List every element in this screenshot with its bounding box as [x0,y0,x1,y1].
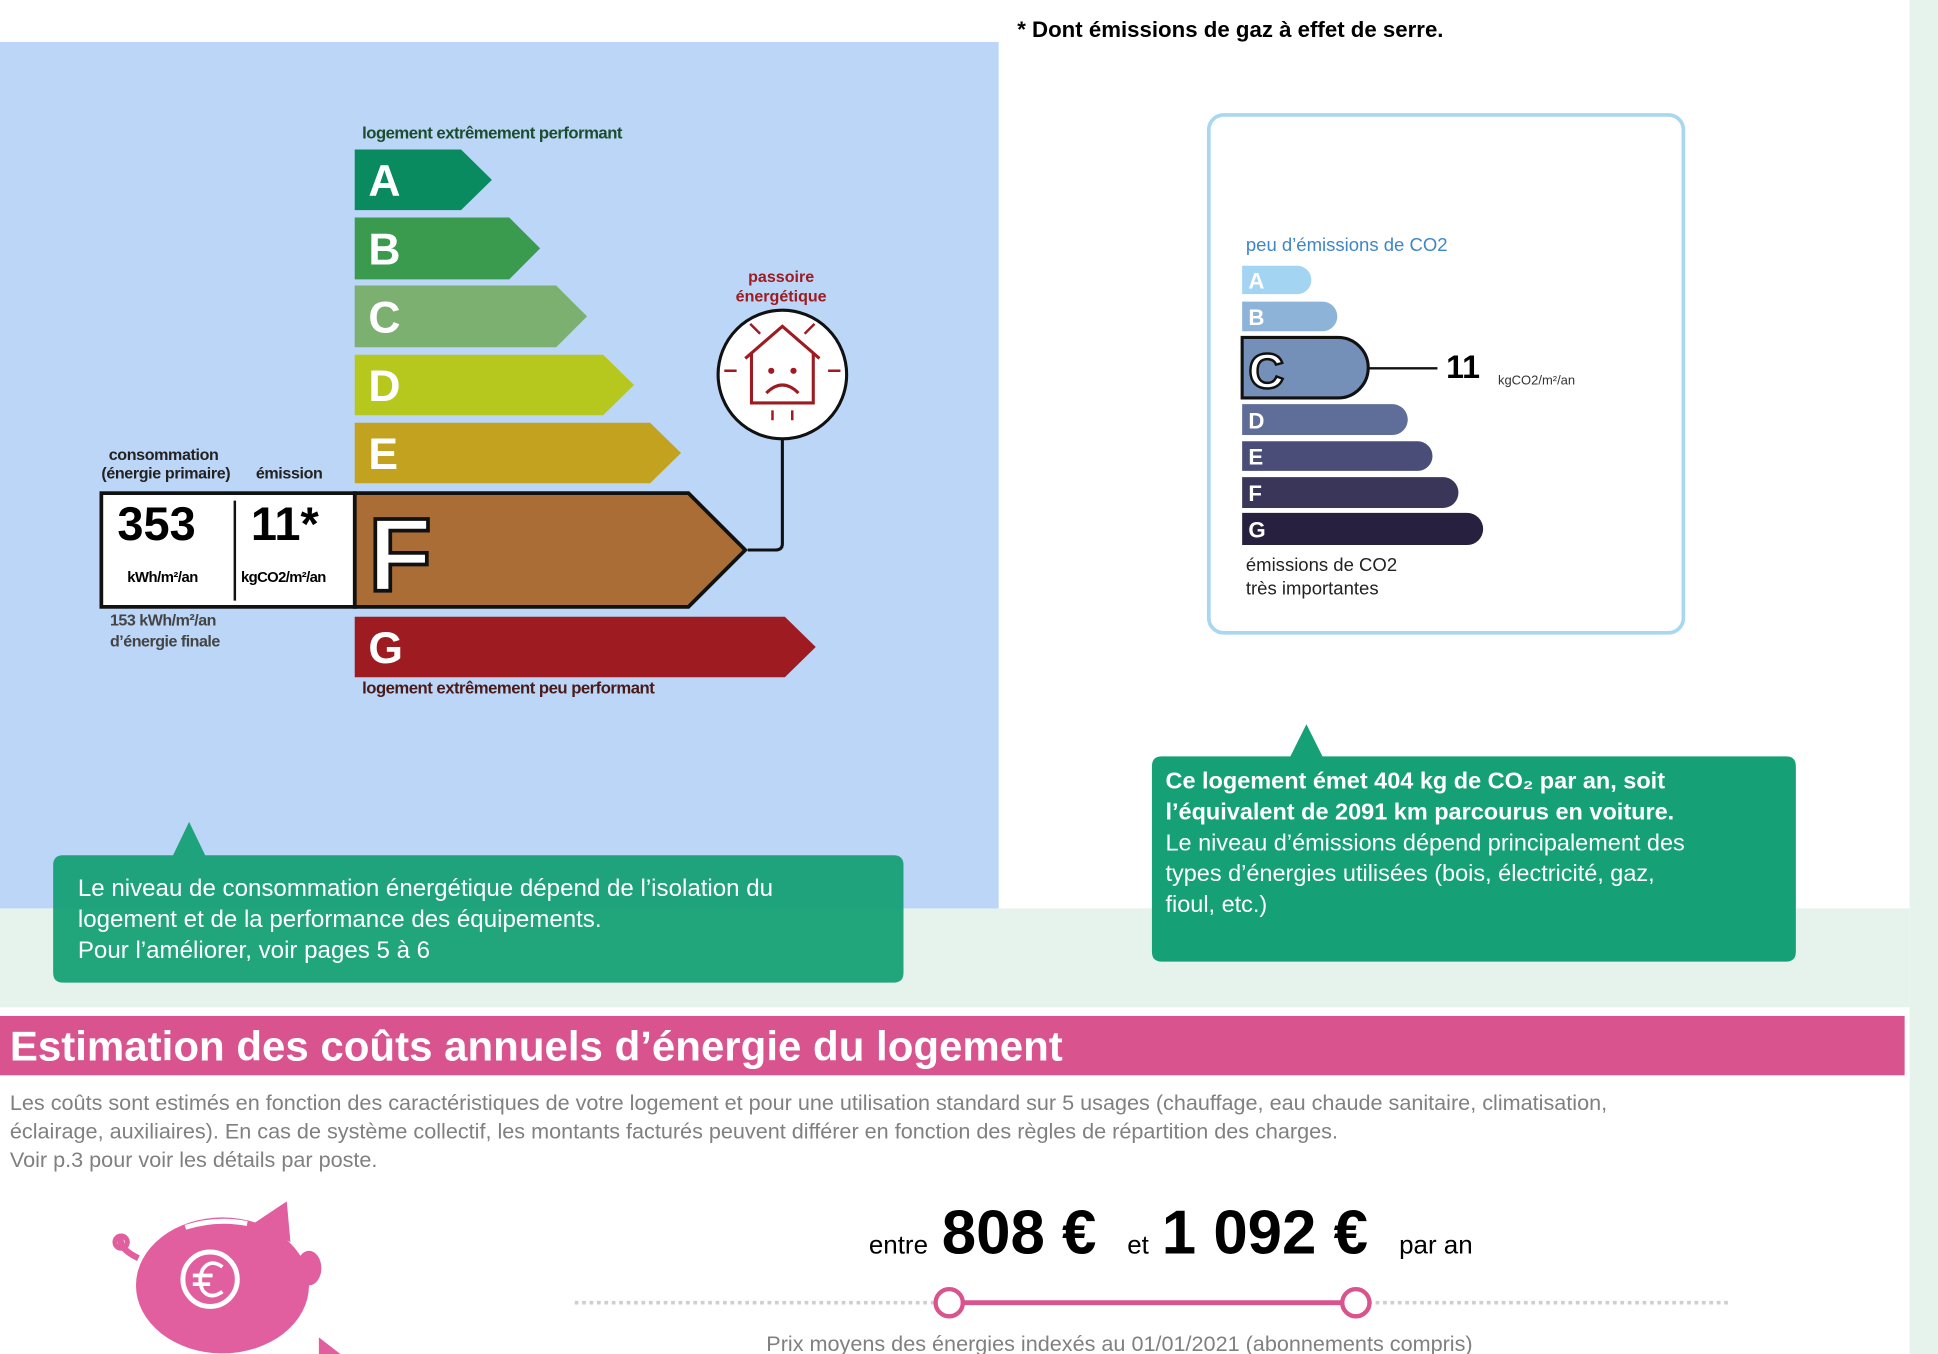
note-text: Le niveau d’émissions dépend principalem… [1166,829,1685,855]
section-header [0,1015,1905,1076]
energy-class-letter: E [368,430,398,479]
co2-value: 11 [1446,349,1480,385]
co2-caption: peu d’émissions de CO2 [1246,234,1448,255]
co2-class-bar [1242,404,1408,436]
badge-label: passoire [748,268,814,286]
consumption-unit: kWh/m²/an [127,570,198,586]
note-box [53,821,904,983]
energy-class-bar [354,217,541,280]
energy-class-letter: A [368,157,400,206]
badge-eye [768,367,775,374]
co2-class-letter: C [1248,344,1284,399]
energy-class-letter: D [368,362,400,411]
energy-class-letter: B [368,225,400,274]
piggy-snout [296,1250,322,1286]
note-bold-text: l’équivalent de 2091 km parcourus en voi… [1166,798,1675,824]
energy-class-bar [354,616,816,678]
final-energy: d’énergie finale [110,632,220,650]
co2-class-letter: B [1248,305,1264,330]
description-text: éclairage, auxiliaires). En cas de systè… [10,1118,1338,1143]
note-text: Pour l’améliorer, voir pages 5 à 6 [78,937,430,964]
note-bold-text: Ce logement émet 404 kg de CO₂ par an, s… [1166,768,1666,794]
badge-face [765,383,800,395]
badge-circle [716,308,849,441]
piggy-slot [184,1218,248,1230]
co2-class-letter: F [1248,481,1262,506]
energy-class-bar [354,422,682,484]
energy-class-bar [354,149,492,211]
footnote: * Dont émissions de gaz à effet de serre… [1017,17,1443,42]
co2-caption: émissions de CO2 [1246,554,1397,575]
cost-and: et [1127,1231,1149,1259]
energy-class-letter: C [368,293,400,342]
piggy-ear [253,1201,291,1243]
badge-house [744,324,821,405]
final-energy: 153 kWh/m²/an [110,611,216,629]
badge-label: énergétique [736,288,827,306]
range-knob [933,1286,965,1319]
consumption-heading: consommation [109,446,219,464]
co2-class-letter: E [1248,445,1263,470]
note-text: fioul, etc.) [1166,891,1268,917]
co2-class-bar [1242,301,1338,332]
emission-heading: émission [256,464,323,482]
badge-arrows [724,322,841,421]
side-band [1909,0,1938,1354]
cost-low: 808 € [942,1198,1097,1267]
emission-value: 11* [251,497,320,550]
co2-class-letter: D [1248,408,1264,433]
note-text: types d’énergies utilisées (bois, électr… [1166,860,1655,886]
energy-class-bar [354,285,588,348]
co2-class-letter: A [1248,269,1264,294]
range-knob [1340,1286,1372,1319]
consumption-value: 353 [117,497,195,550]
cost-prefix: entre [869,1231,928,1259]
co2-class-bar [1242,265,1312,295]
badge-connector [747,438,784,552]
co2-class-letter: G [1248,518,1265,543]
cost-high: 1 092 € [1162,1198,1368,1267]
co2-class-bar [1242,441,1433,471]
value-box [99,491,357,609]
consumption-heading: (énergie primaire) [101,464,230,482]
co2-caption: très importantes [1246,577,1379,598]
description-text: Les coûts sont estimés en fonction des c… [10,1090,1607,1115]
energy-class-bar [354,354,635,416]
label-caption: logement extrêmement performant [362,123,623,142]
co2-class-bar [1240,335,1370,400]
description-text: Voir p.3 pour voir les détails par poste… [10,1147,378,1172]
note-box [1151,724,1796,962]
cost-note: Prix moyens des énergies indexés au 01/0… [766,1331,1472,1354]
cost-suffix: par an [1399,1231,1473,1259]
note-text: Le niveau de consommation énergétique dé… [78,875,773,902]
co2-class-bar [1242,512,1484,546]
emission-unit: kgCO2/m²/an [241,570,326,586]
euro-sign [192,1261,224,1298]
label-caption: logement extrêmement peu performant [362,678,655,697]
note-text: logement et de la performance des équipe… [78,906,602,933]
euro-coin [180,1249,240,1309]
section-title: Estimation des coûts annuels d’énergie d… [10,1022,1063,1069]
badge-eye [790,367,797,374]
co2-class-bar [1242,477,1459,508]
energy-class-letter: G [368,624,403,673]
co2-unit: kgCO2/m²/an [1498,372,1575,387]
piggy-tail-end [112,1233,130,1251]
energy-class-letter: F [368,498,431,614]
piggy-body [135,1217,309,1354]
